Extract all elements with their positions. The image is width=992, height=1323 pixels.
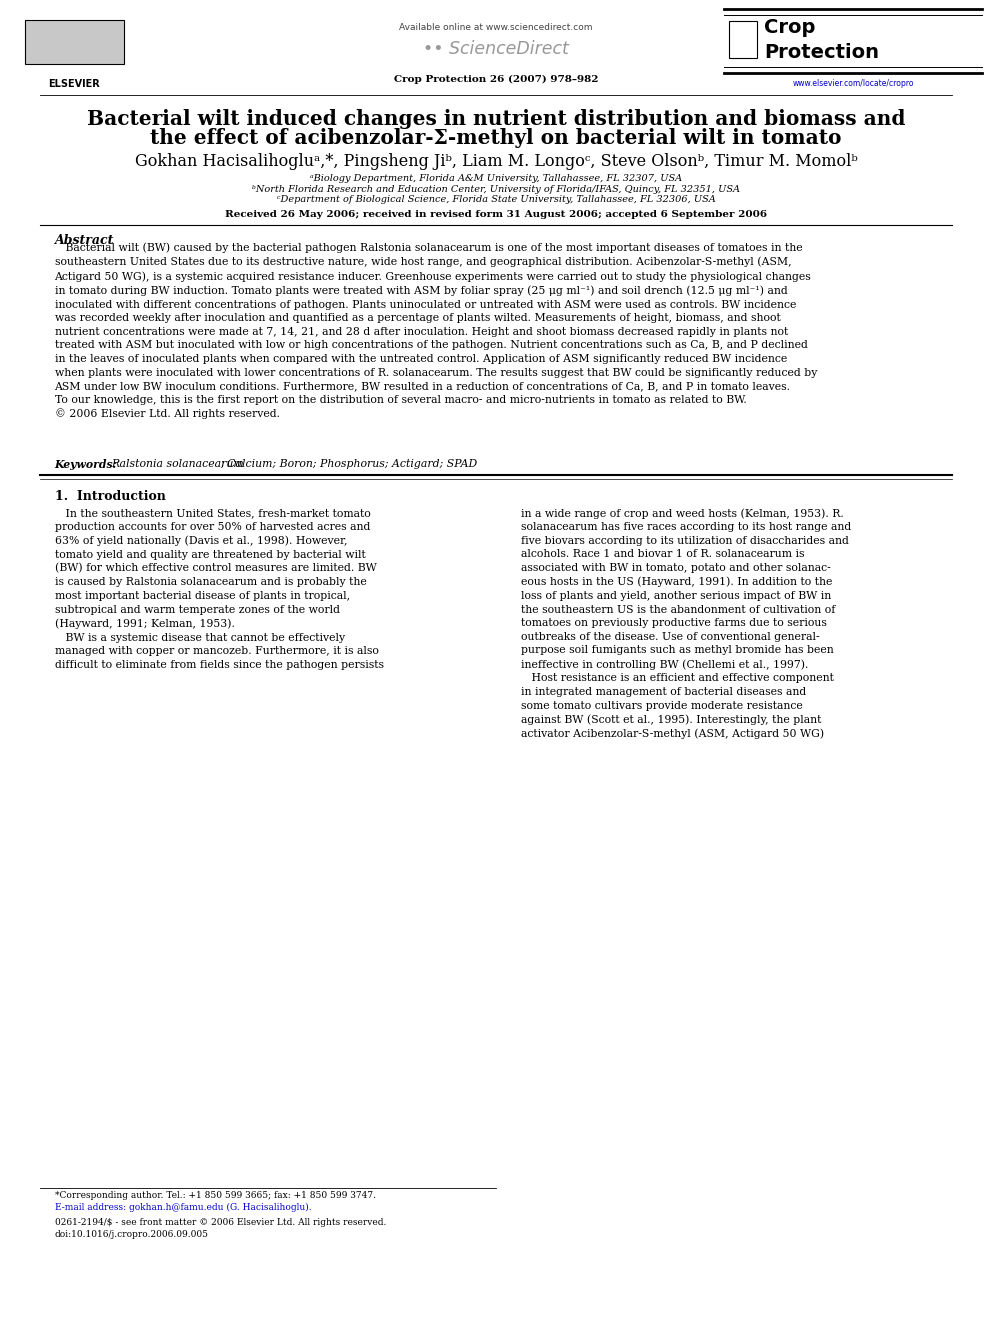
Text: ᵃBiology Department, Florida A&M University, Tallahassee, FL 32307, USA: ᵃBiology Department, Florida A&M Univers… [310,175,682,183]
Text: 0261-2194/$ - see front matter © 2006 Elsevier Ltd. All rights reserved.: 0261-2194/$ - see front matter © 2006 El… [55,1218,386,1228]
Text: Abstract: Abstract [55,234,114,247]
Text: Received 26 May 2006; received in revised form 31 August 2006; accepted 6 Septem: Received 26 May 2006; received in revise… [225,210,767,218]
Text: ᵇNorth Florida Research and Education Center, University of Florida/IFAS, Quincy: ᵇNorth Florida Research and Education Ce… [252,185,740,193]
Text: Keywords:: Keywords: [55,459,121,470]
Text: in a wide range of crop and weed hosts (Kelman, 1953). R.
solanacearum has five : in a wide range of crop and weed hosts (… [521,508,851,740]
Text: *Corresponding author. Tel.: +1 850 599 3665; fax: +1 850 599 3747.: *Corresponding author. Tel.: +1 850 599 … [55,1191,376,1200]
Text: In the southeastern United States, fresh-market tomato
production accounts for o: In the southeastern United States, fresh… [55,508,384,669]
FancyBboxPatch shape [25,20,124,64]
Text: Ralstonia solanacearum: Ralstonia solanacearum [111,459,244,470]
Text: doi:10.1016/j.cropro.2006.09.005: doi:10.1016/j.cropro.2006.09.005 [55,1230,208,1240]
Text: the effect of acibenzolar-Σ-methyl on bacterial wilt in tomato: the effect of acibenzolar-Σ-methyl on ba… [150,127,842,148]
Text: ELSEVIER: ELSEVIER [49,79,100,90]
Text: Available online at www.sciencedirect.com: Available online at www.sciencedirect.co… [399,24,593,32]
Text: ᶜDepartment of Biological Science, Florida State University, Tallahassee, FL 323: ᶜDepartment of Biological Science, Flori… [277,196,715,204]
Text: Bacterial wilt induced changes in nutrient distribution and biomass and: Bacterial wilt induced changes in nutrie… [86,108,906,130]
Text: Bacterial wilt (BW) caused by the bacterial pathogen Ralstonia solanacearum is o: Bacterial wilt (BW) caused by the bacter… [55,242,817,419]
Text: •• ScienceDirect: •• ScienceDirect [423,40,569,58]
Text: Gokhan Hacisalihogluᵃ,*, Pingsheng Jiᵇ, Liam M. Longoᶜ, Steve Olsonᵇ, Timur M. M: Gokhan Hacisalihogluᵃ,*, Pingsheng Jiᵇ, … [135,153,857,169]
Text: www.elsevier.com/locate/cropro: www.elsevier.com/locate/cropro [793,79,914,87]
Text: Crop Protection 26 (2007) 978–982: Crop Protection 26 (2007) 978–982 [394,75,598,83]
FancyBboxPatch shape [729,21,757,58]
Text: 1.  Introduction: 1. Introduction [55,490,166,503]
Text: ; Calcium; Boron; Phosphorus; Actigard; SPAD: ; Calcium; Boron; Phosphorus; Actigard; … [220,459,477,470]
Text: Crop: Crop [764,19,815,37]
Text: Protection: Protection [764,44,879,62]
Text: E-mail address: gokhan.h@famu.edu (G. Hacisalihoglu).: E-mail address: gokhan.h@famu.edu (G. Ha… [55,1203,311,1212]
